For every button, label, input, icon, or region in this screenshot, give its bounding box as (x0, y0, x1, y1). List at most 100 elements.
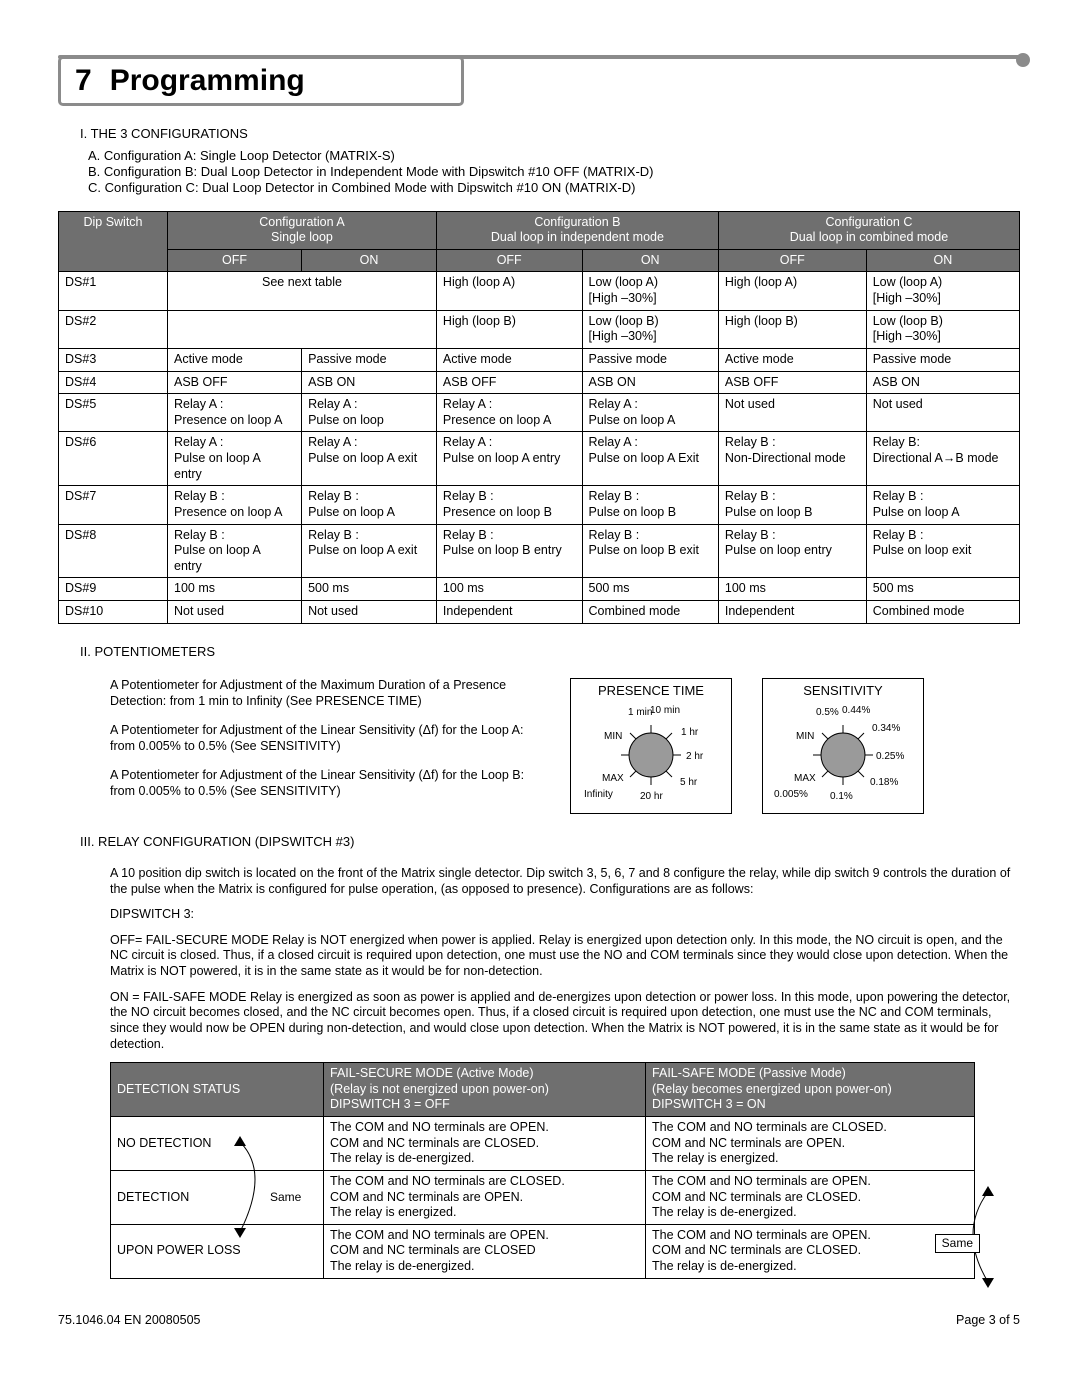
table-cell: Relay A : Presence on loop A (168, 394, 302, 432)
cfgC-title: Configuration C (826, 215, 913, 229)
table-cell: DS#3 (59, 348, 168, 371)
ds3-label: DIPSWITCH 3: (110, 907, 1020, 923)
table-cell: Relay B : Pulse on loop B entry (436, 524, 582, 578)
table-cell: 100 ms (718, 578, 866, 601)
table-cell: Relay A : Pulse on loop A (582, 394, 718, 432)
svg-text:1 hr: 1 hr (681, 727, 699, 738)
table-cell: Relay A : Presence on loop A (436, 394, 582, 432)
svg-text:5 hr: 5 hr (680, 777, 698, 788)
c-on: ON (866, 249, 1019, 272)
presence-dial-icon: 1 min 10 min 1 hr 2 hr 5 hr 20 hr Infini… (582, 703, 720, 803)
dipswitch-table: Dip Switch Configuration ASingle loop Co… (58, 211, 1020, 624)
table-cell: Independent (436, 601, 582, 624)
table-cell: Passive mode (302, 348, 437, 371)
svg-text:10 min: 10 min (650, 705, 680, 716)
table-cell: DS#10 (59, 601, 168, 624)
table-cell: ASB ON (302, 371, 437, 394)
t2-h3: FAIL-SAFE MODE (Passive Mode) (Relay bec… (646, 1063, 974, 1117)
c-off: OFF (718, 249, 866, 272)
safe-cell: The COM and NO terminals are OPEN. COM a… (646, 1224, 974, 1278)
potentiometer-text: A Potentiometer for Adjustment of the Ma… (110, 678, 540, 814)
same-label-right: Same (935, 1234, 980, 1253)
svg-text:0.005%: 0.005% (774, 789, 808, 800)
t2-h2: FAIL-SECURE MODE (Active Mode) (Relay is… (324, 1063, 646, 1117)
table-cell: DS#2 (59, 310, 168, 348)
section-2-title: II. POTENTIOMETERS (80, 644, 1020, 660)
table-cell: Relay B : Presence on loop A (168, 486, 302, 524)
table-cell: DS#5 (59, 394, 168, 432)
table-cell: Relay B : Pulse on loop B (718, 486, 866, 524)
a-off: OFF (168, 249, 302, 272)
table-cell: Not used (866, 394, 1019, 432)
table-cell: Relay B : Pulse on loop exit (866, 524, 1019, 578)
table-cell: Relay A : Pulse on loop (302, 394, 437, 432)
table-cell: See next table (168, 272, 437, 310)
table-cell: Passive mode (582, 348, 718, 371)
table-cell: Relay B : Pulse on loop A exit (302, 524, 437, 578)
a-on: ON (302, 249, 437, 272)
table-cell: DS#8 (59, 524, 168, 578)
cfgB-sub: Dual loop in independent mode (491, 230, 664, 244)
table-cell: DS#6 (59, 432, 168, 486)
ds3-off: OFF= FAIL-SECURE MODE Relay is NOT energ… (110, 933, 1020, 980)
relay-intro: A 10 position dip switch is located on t… (110, 866, 1020, 897)
table-cell: ASB OFF (168, 371, 302, 394)
pot-p2a: A Potentiometer for Adjustment of the Li… (110, 723, 540, 754)
table-cell: Relay A : Pulse on loop A exit (302, 432, 437, 486)
svg-text:2 hr: 2 hr (686, 751, 704, 762)
table-cell: Relay B : Presence on loop B (436, 486, 582, 524)
table-cell: Relay B: Directional A→B mode (866, 432, 1019, 486)
table-cell: Low (loop A) [High –30%] (582, 272, 718, 310)
table-cell: 100 ms (436, 578, 582, 601)
page-footer: 75.1046.04 EN 20080505 Page 3 of 5 (58, 1313, 1020, 1329)
svg-text:MIN: MIN (604, 731, 622, 742)
svg-text:MAX: MAX (602, 773, 624, 784)
table-cell: High (loop A) (436, 272, 582, 310)
table-cell: High (loop B) (436, 310, 582, 348)
table-cell: Not used (168, 601, 302, 624)
sensitivity-dial-icon: 0.5% 0.44% 0.34% 0.25% 0.18% 0.1% 0.005%… (774, 703, 912, 803)
same-label-left: Same (270, 1190, 301, 1205)
section-1-title: I. THE 3 CONFIGURATIONS (80, 126, 1020, 142)
table-cell: Not used (302, 601, 437, 624)
table-cell: Active mode (718, 348, 866, 371)
ds3-on: ON = FAIL-SAFE MODE Relay is energized a… (110, 990, 1020, 1053)
b-on: ON (582, 249, 718, 272)
table-cell: DS#4 (59, 371, 168, 394)
secure-cell: The COM and NO terminals are CLOSED. COM… (324, 1170, 646, 1224)
cfgC-sub: Dual loop in combined mode (790, 230, 948, 244)
table-cell: Relay B : Pulse on loop entry (718, 524, 866, 578)
status-cell: NO DETECTION (111, 1117, 324, 1171)
table-cell: 100 ms (168, 578, 302, 601)
table-cell: Relay B : Pulse on loop A entry (168, 524, 302, 578)
table-cell: DS#1 (59, 272, 168, 310)
config-a: A. Configuration A: Single Loop Detector… (88, 148, 1020, 164)
pot-p1: A Potentiometer for Adjustment of the Ma… (110, 678, 540, 709)
svg-text:MIN: MIN (796, 731, 814, 742)
relay-text: A 10 position dip switch is located on t… (110, 866, 1020, 1052)
sensitivity-dial-box: SENSITIVITY 0.5% 0.44% 0.34% 0.25% 0.18%… (762, 678, 924, 814)
safe-cell: The COM and NO terminals are CLOSED. COM… (646, 1117, 974, 1171)
table-cell: Low (loop B) [High –30%] (582, 310, 718, 348)
table-cell: Active mode (168, 348, 302, 371)
svg-text:0.34%: 0.34% (872, 723, 900, 734)
table-cell: Combined mode (866, 601, 1019, 624)
table-cell: ASB OFF (436, 371, 582, 394)
table-cell: Low (loop A) [High –30%] (866, 272, 1019, 310)
table-cell: DS#7 (59, 486, 168, 524)
table-cell: Low (loop B) [High –30%] (866, 310, 1019, 348)
table-cell: 500 ms (866, 578, 1019, 601)
footer-right: Page 3 of 5 (956, 1313, 1020, 1329)
table-cell: Independent (718, 601, 866, 624)
sensitivity-title: SENSITIVITY (769, 683, 917, 699)
secure-cell: The COM and NO terminals are OPEN. COM a… (324, 1117, 646, 1171)
config-b: B. Configuration B: Dual Loop Detector i… (88, 164, 1020, 180)
section-3-title: III. RELAY CONFIGURATION (DIPSWITCH #3) (80, 834, 1020, 850)
section-header: 7 Programming (58, 56, 464, 106)
svg-text:Infinity: Infinity (584, 789, 613, 800)
table-cell: DS#9 (59, 578, 168, 601)
config-c: C. Configuration C: Dual Loop Detector i… (88, 180, 1020, 196)
table-cell: Relay B : Pulse on loop B (582, 486, 718, 524)
cfgB-title: Configuration B (534, 215, 620, 229)
svg-text:0.18%: 0.18% (870, 777, 898, 788)
